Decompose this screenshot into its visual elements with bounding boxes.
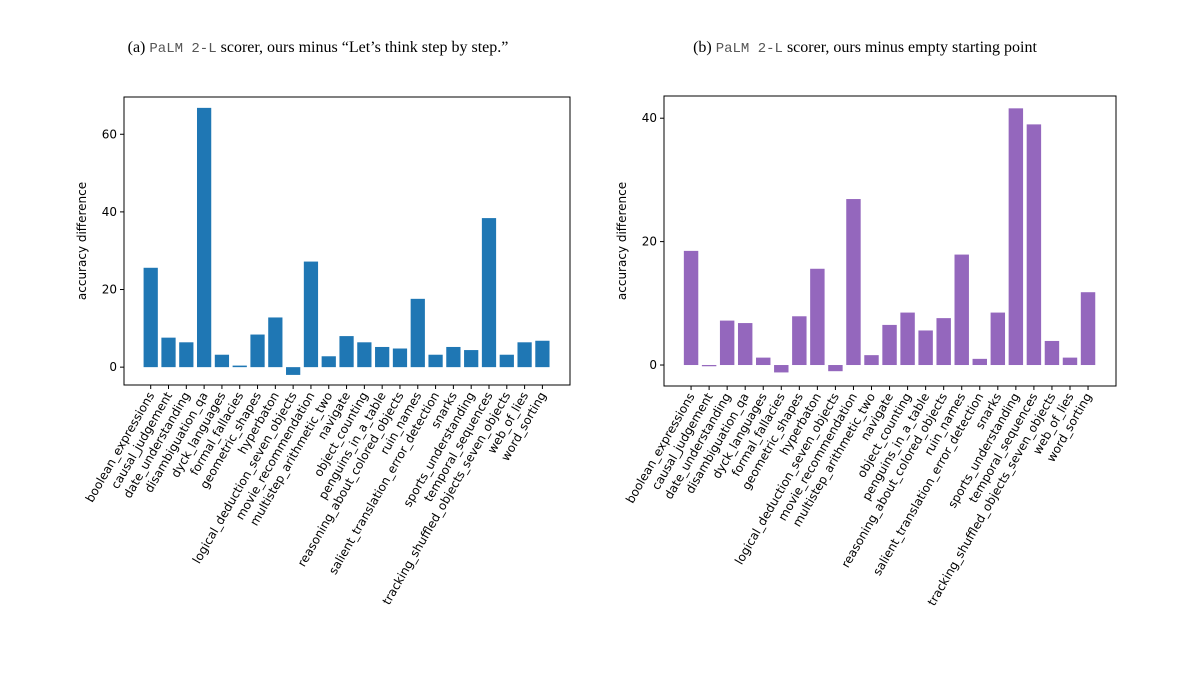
y-tick-label: 0 (649, 358, 657, 372)
caption-label: (b) (693, 39, 712, 56)
bar (1080, 292, 1096, 366)
bar (882, 324, 897, 366)
caption-model: PaLM 2-L (149, 41, 216, 57)
bar (250, 334, 265, 368)
bar (756, 357, 771, 366)
bar (792, 316, 807, 366)
bar (499, 354, 514, 368)
caption-text: scorer, ours minus empty starting point (787, 39, 1038, 56)
bar (214, 354, 230, 368)
bar (1062, 357, 1078, 366)
caption-model: PaLM 2-L (716, 41, 783, 57)
bar (375, 346, 390, 368)
axes-frame (663, 95, 1117, 387)
bar (321, 356, 336, 368)
bar (392, 348, 408, 368)
bar (990, 312, 1006, 366)
bar (900, 312, 915, 366)
bar (846, 199, 861, 366)
bar (535, 340, 550, 368)
bar (737, 323, 753, 366)
bar (268, 317, 283, 368)
caption-label: (a) (128, 39, 146, 56)
bar (701, 365, 717, 367)
bar (464, 350, 479, 368)
y-axis-label: accuracy difference (75, 182, 89, 300)
bar (1026, 124, 1042, 366)
bar (410, 298, 425, 368)
bar (161, 337, 176, 368)
y-tick-label: 20 (102, 283, 117, 297)
axes-frame (123, 96, 571, 386)
caption: (a) PaLM 2-L scorer, ours minus “Let’s t… (128, 39, 509, 57)
y-axis-label: accuracy difference (615, 182, 629, 300)
bar (972, 358, 987, 366)
chart: (b) PaLM 2-L scorer, ours minus empty st… (615, 39, 1117, 608)
bar (828, 365, 843, 372)
bar (143, 267, 158, 368)
bar (517, 342, 532, 368)
bar (446, 346, 461, 368)
bar (286, 367, 301, 375)
bar (719, 320, 735, 366)
y-tick-label: 60 (102, 127, 117, 141)
bar (196, 107, 212, 368)
bar (232, 365, 247, 368)
chart: (a) PaLM 2-L scorer, ours minus “Let’s t… (75, 39, 571, 607)
bar (1008, 108, 1024, 366)
y-tick-label: 0 (109, 360, 117, 374)
bar (481, 218, 497, 368)
bar (810, 268, 825, 366)
bar (683, 250, 699, 366)
bar (1044, 340, 1060, 366)
y-tick-label: 40 (642, 111, 657, 125)
bar (428, 354, 443, 368)
y-tick-label: 40 (102, 205, 117, 219)
y-tick-label: 20 (642, 235, 657, 249)
bar (303, 261, 319, 368)
bar (357, 342, 372, 368)
bar (936, 318, 951, 366)
bar (339, 336, 354, 368)
caption-text: scorer, ours minus “Let’s think step by … (221, 39, 509, 56)
caption: (b) PaLM 2-L scorer, ours minus empty st… (693, 39, 1037, 57)
bar (774, 365, 789, 373)
bar (918, 330, 933, 366)
bar (864, 355, 879, 366)
bar (179, 342, 194, 368)
bar (954, 254, 969, 366)
